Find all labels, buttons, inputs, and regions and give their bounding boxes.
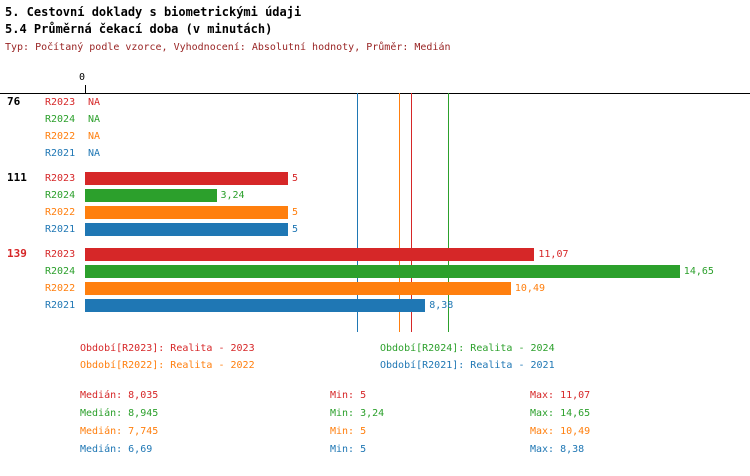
na-label: NA — [88, 97, 101, 108]
stat-min-r2022: Min: 5 — [330, 426, 367, 437]
stat-median-r2022: Medián: 7,745 — [80, 426, 159, 437]
bar-value-label: 5 — [292, 207, 299, 218]
bar-r2022 — [85, 206, 288, 219]
series-label-r2021: R2021 — [45, 148, 76, 159]
series-label-r2021: R2021 — [45, 300, 76, 311]
legend-item-r2021: Období[R2021]: Realita - 2021 — [380, 360, 555, 371]
stat-min-r2024: Min: 3,24 — [330, 408, 385, 419]
series-label-r2023: R2023 — [45, 97, 76, 108]
median-line-r2021 — [356, 93, 358, 332]
bar-value-label: 3,24 — [220, 190, 245, 201]
bar-r2022 — [85, 282, 511, 295]
series-label-r2024: R2024 — [45, 266, 76, 277]
stat-min-r2021: Min: 5 — [330, 444, 367, 455]
plot-area: 0 76 R2023 NA R2024 NA R2022 NA R2021 NA 111 R2023… — [0, 72, 750, 332]
bar-r2023 — [85, 248, 535, 261]
na-label: NA — [88, 131, 101, 142]
stat-min-r2023: Min: 5 — [330, 390, 367, 401]
legend-item-r2023: Období[R2023]: Realita - 2023 — [80, 343, 255, 354]
stat-median-r2023: Medián: 8,035 — [80, 390, 159, 401]
bar-value-label: 11,07 — [538, 249, 569, 260]
series-label-r2024: R2024 — [45, 190, 76, 201]
stat-max-r2022: Max: 10,49 — [530, 426, 591, 437]
median-line-r2023 — [411, 93, 413, 332]
bar-value-label: 5 — [292, 173, 299, 184]
median-line-r2024 — [448, 93, 450, 332]
median-line-r2022 — [399, 93, 401, 332]
bar-value-label: 5 — [292, 224, 299, 235]
na-label: NA — [88, 114, 101, 125]
series-label-r2024: R2024 — [45, 114, 76, 125]
stat-max-r2023: Max: 11,07 — [530, 390, 591, 401]
stat-max-r2021: Max: 8,38 — [530, 444, 585, 455]
group-label-139: 139 — [7, 247, 27, 260]
bar-r2024 — [85, 189, 217, 202]
chart-subtitle: 5.4 Průměrná čekací doba (v minutách) — [5, 22, 273, 36]
bar-r2021 — [85, 223, 288, 236]
group-label-76: 76 — [7, 95, 21, 108]
series-label-r2021: R2021 — [45, 224, 76, 235]
bar-value-label: 14,65 — [683, 266, 714, 277]
bar-r2023 — [85, 172, 288, 185]
bar-r2024 — [85, 265, 680, 278]
legend-item-r2022: Období[R2022]: Realita - 2022 — [80, 360, 255, 371]
stat-median-r2024: Medián: 8,945 — [80, 408, 159, 419]
series-label-r2023: R2023 — [45, 173, 76, 184]
stat-max-r2024: Max: 14,65 — [530, 408, 591, 419]
group-label-111: 111 — [7, 171, 27, 184]
bar-r2021 — [85, 299, 426, 312]
na-label: NA — [88, 148, 101, 159]
zero-tick-label: 0 — [79, 72, 86, 83]
stat-median-r2021: Medián: 6,69 — [80, 444, 153, 455]
series-label-r2022: R2022 — [45, 207, 76, 218]
bar-value-label: 8,38 — [429, 300, 454, 311]
bar-value-label: 10,49 — [514, 283, 545, 294]
series-label-r2022: R2022 — [45, 283, 76, 294]
legend-item-r2024: Období[R2024]: Realita - 2024 — [380, 343, 555, 354]
chart-meta: Typ: Počítaný podle vzorce, Vyhodnocení:… — [5, 42, 451, 53]
x-axis-line — [0, 93, 750, 94]
series-label-r2022: R2022 — [45, 131, 76, 142]
zero-tick — [85, 85, 86, 93]
chart-title: 5. Cestovní doklady s biometrickými údaj… — [5, 5, 302, 19]
series-label-r2023: R2023 — [45, 249, 76, 260]
